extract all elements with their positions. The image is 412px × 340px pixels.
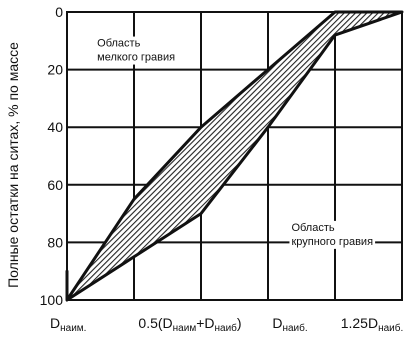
x-tick-label: Dнаиб. — [272, 315, 307, 334]
annotations: Область мелкого гравия Область крупного гра… — [95, 36, 376, 249]
x-tick-labels: Dнаим. 0.5(Dнаим+Dнаиб) Dнаиб. 1.25Dнаиб. — [50, 315, 403, 334]
y-tick-label: 20 — [47, 62, 63, 78]
x-tick-label: Dнаим. — [50, 315, 86, 334]
y-tick-label: 0 — [55, 4, 63, 20]
annotation-background — [289, 220, 376, 249]
y-tick-labels: 0 20 40 60 80 100 — [40, 4, 64, 308]
y-tick-label: 40 — [47, 119, 63, 135]
x-tick-label: 0.5(Dнаим+Dнаиб) — [138, 315, 241, 334]
y-tick-label: 60 — [47, 177, 63, 193]
x-tick-label: 1.25Dнаиб. — [341, 315, 404, 334]
y-tick-label: 80 — [47, 234, 63, 250]
y-tick-label: 100 — [40, 292, 64, 308]
y-axis-label: Полные остатки на ситах, % по массе — [5, 42, 21, 288]
annotation: Область крупного гравия — [291, 222, 373, 248]
plot-frame — [66, 11, 403, 301]
annotation-background — [95, 36, 178, 65]
annotation: Область мелкого гравия — [97, 38, 175, 64]
